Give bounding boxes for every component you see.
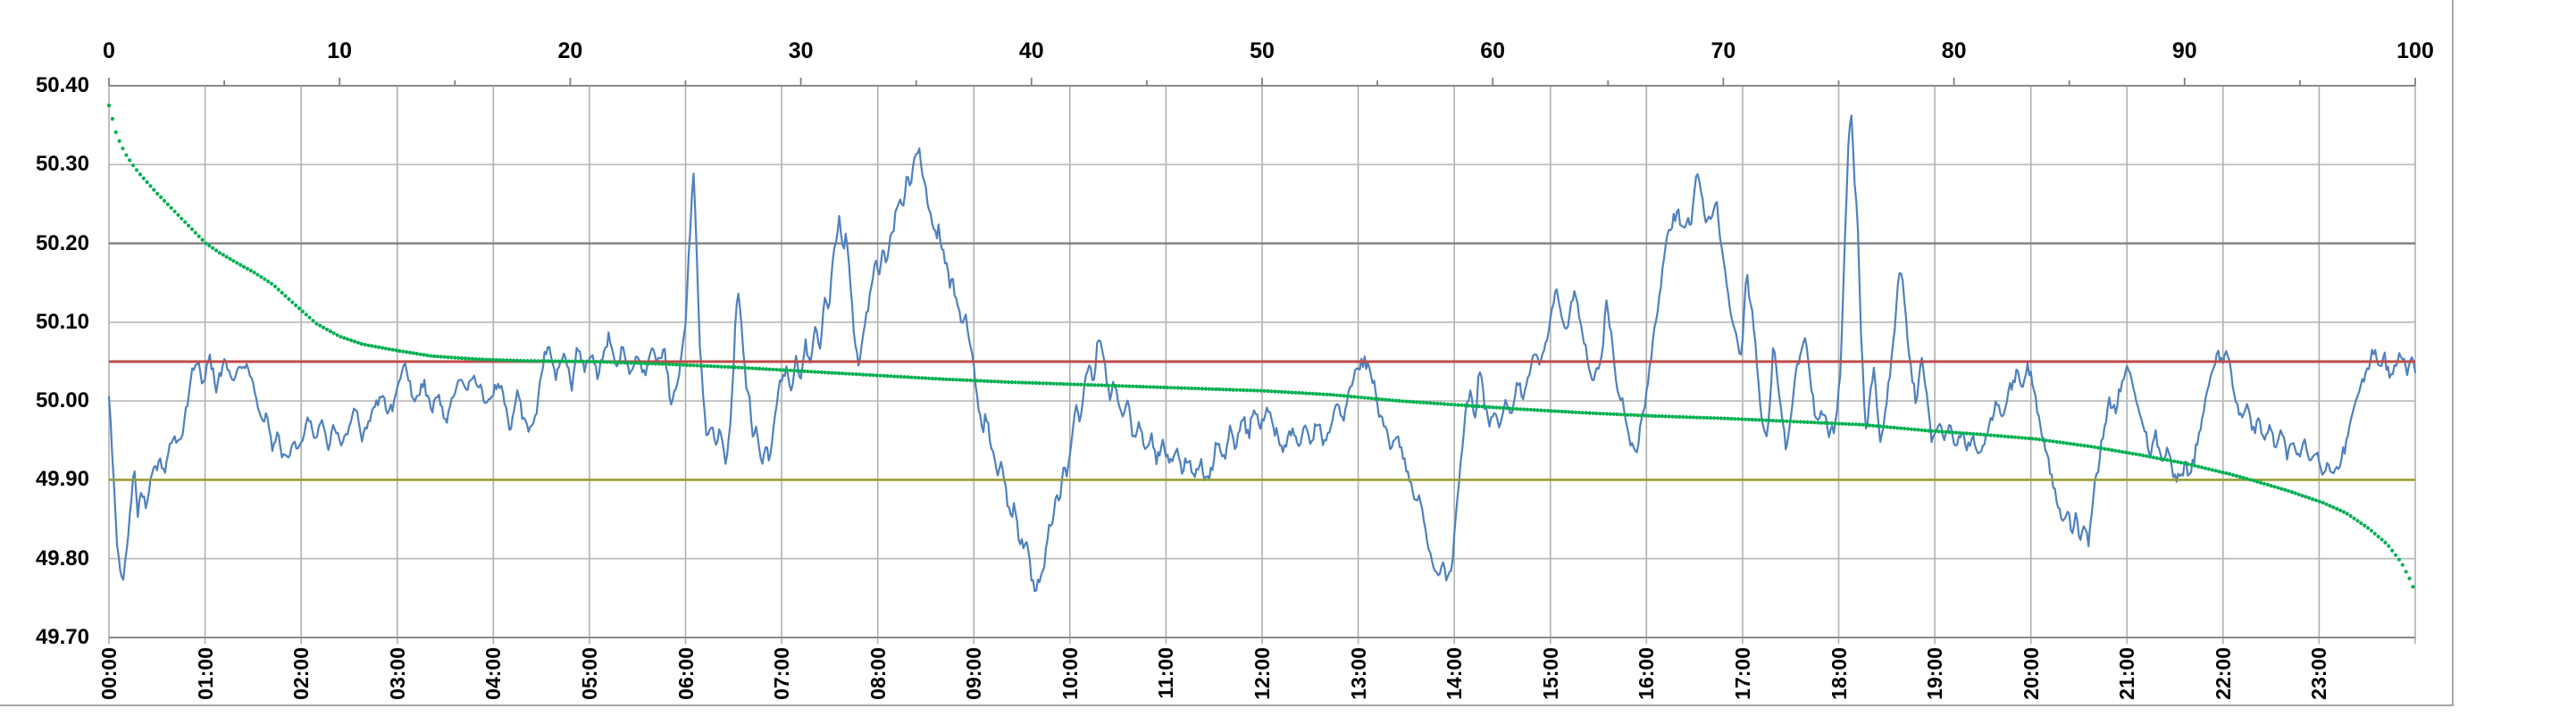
top-tick-label: 10 xyxy=(327,38,353,63)
time-tick-label: 23:00 xyxy=(2307,647,2331,700)
frame-right-border xyxy=(2452,0,2454,706)
top-tick-label: 40 xyxy=(1018,38,1044,63)
y-tick-label: 50.30 xyxy=(35,152,89,177)
time-tick-label: 01:00 xyxy=(193,647,217,700)
time-tick-label: 09:00 xyxy=(962,647,986,700)
top-tick-label: 100 xyxy=(2396,38,2434,63)
frame-bottom-border xyxy=(0,704,2454,706)
time-tick-label: 13:00 xyxy=(1346,647,1370,700)
frequency-series-line[interactable] xyxy=(107,114,2417,593)
top-tick-label: 30 xyxy=(788,38,814,63)
top-tick-label: 0 xyxy=(103,38,115,63)
time-tick-label: 04:00 xyxy=(481,647,506,700)
y-tick-label: 49.90 xyxy=(35,467,89,492)
time-tick-label: 11:00 xyxy=(1154,647,1178,699)
time-tick-label: 03:00 xyxy=(385,647,409,700)
time-tick-label: 00:00 xyxy=(97,647,121,700)
time-tick-label: 22:00 xyxy=(2211,647,2235,700)
time-tick-label: 20:00 xyxy=(2019,647,2043,700)
time-tick-label: 14:00 xyxy=(1443,647,1467,700)
top-tick-label: 20 xyxy=(557,38,583,63)
time-tick-label: 08:00 xyxy=(866,647,890,700)
y-tick-label: 50.00 xyxy=(35,388,89,413)
time-tick-label: 07:00 xyxy=(770,647,794,700)
time-tick-label: 19:00 xyxy=(1923,647,1947,700)
time-tick-label: 02:00 xyxy=(289,647,314,700)
top-tick-label: 50 xyxy=(1250,38,1275,63)
time-tick-label: 16:00 xyxy=(1635,647,1659,700)
y-tick-label: 49.80 xyxy=(35,546,89,571)
time-tick-label: 10:00 xyxy=(1058,647,1082,700)
top-tick-label: 70 xyxy=(1710,38,1736,63)
y-tick-label: 50.10 xyxy=(35,309,89,334)
top-tick-label: 80 xyxy=(1941,38,1967,63)
time-tick-label: 06:00 xyxy=(673,647,698,700)
y-tick-label: 50.40 xyxy=(35,73,89,97)
y-tick-label: 49.70 xyxy=(35,625,89,649)
time-tick-label: 18:00 xyxy=(1827,647,1851,700)
top-tick-label: 60 xyxy=(1480,38,1506,63)
top-tick-label: 90 xyxy=(2171,38,2197,63)
time-tick-label: 15:00 xyxy=(1538,647,1562,700)
time-tick-label: 05:00 xyxy=(577,647,601,700)
y-tick-label: 50.20 xyxy=(35,230,89,255)
time-tick-label: 17:00 xyxy=(1730,647,1754,700)
time-tick-label: 21:00 xyxy=(2115,647,2139,700)
duration-curve-dots[interactable] xyxy=(106,104,2415,589)
time-tick-label: 12:00 xyxy=(1250,647,1274,700)
